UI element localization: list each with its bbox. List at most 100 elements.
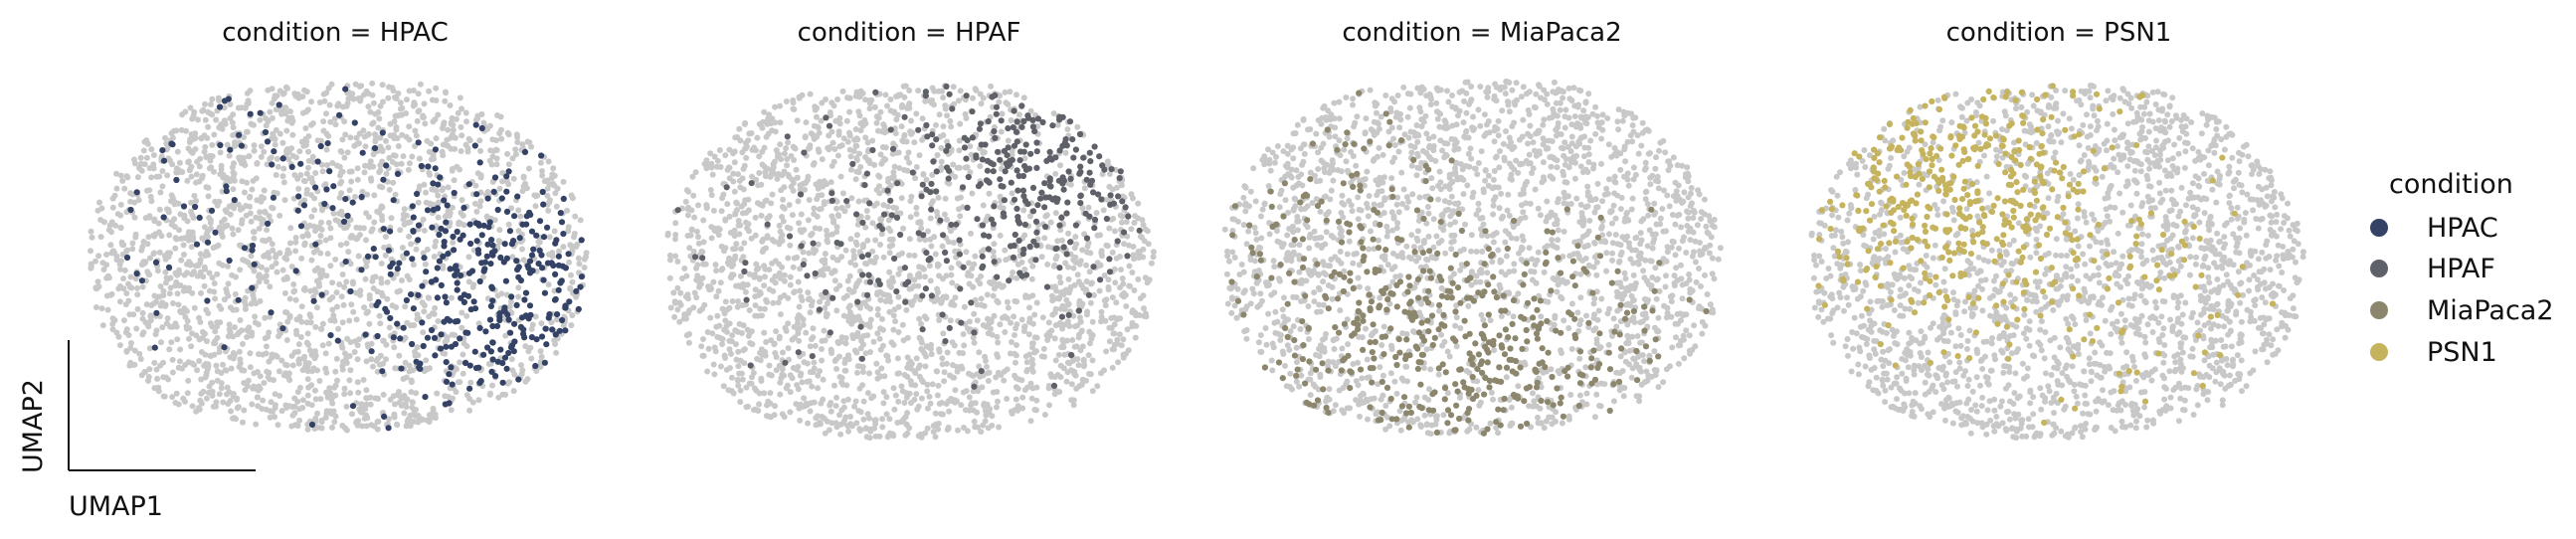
background-point (363, 423, 370, 430)
background-point (740, 186, 747, 193)
background-point (410, 102, 417, 109)
background-point (755, 291, 762, 298)
background-point (924, 425, 931, 432)
background-point (1062, 260, 1069, 267)
background-point (1075, 362, 1082, 369)
background-point (550, 165, 557, 172)
background-point (894, 370, 901, 377)
background-point (357, 232, 363, 239)
background-point (787, 273, 794, 280)
background-point (460, 370, 466, 377)
background-point (177, 308, 184, 314)
background-point (1142, 226, 1149, 233)
background-point (318, 207, 325, 214)
background-point (733, 199, 740, 206)
panel-title: condition = HPAC (222, 18, 449, 48)
highlight-point (959, 184, 967, 191)
background-point (326, 296, 333, 303)
background-point (317, 396, 324, 403)
background-point (797, 417, 804, 424)
background-point (140, 147, 147, 154)
background-point (804, 177, 811, 183)
background-point (160, 287, 167, 294)
background-point (405, 166, 412, 173)
background-point (895, 149, 902, 156)
background-point (359, 188, 366, 195)
background-point (923, 343, 930, 350)
background-point (377, 167, 384, 174)
highlight-point (221, 344, 228, 351)
highlight-point (829, 294, 836, 301)
background-point (176, 227, 182, 234)
background-point (88, 261, 94, 268)
background-point (828, 408, 834, 415)
background-point (172, 245, 179, 252)
background-point (455, 379, 461, 386)
background-point (822, 337, 828, 344)
background-point (279, 173, 286, 180)
background-point (134, 174, 141, 181)
background-point (771, 412, 778, 419)
background-point (363, 237, 369, 244)
background-point (291, 410, 298, 417)
background-point (412, 127, 419, 134)
background-point (1009, 339, 1014, 345)
highlight-point (444, 315, 451, 322)
background-point (311, 207, 318, 214)
background-point (366, 295, 373, 302)
background-point (165, 376, 172, 383)
background-point (184, 390, 191, 397)
background-point (404, 319, 411, 326)
highlight-point (990, 161, 997, 168)
background-point (89, 234, 95, 241)
highlight-point (419, 282, 426, 289)
background-point (407, 412, 414, 419)
background-point (744, 225, 751, 232)
background-point (223, 367, 230, 374)
highlight-point (500, 259, 507, 266)
background-point (840, 420, 846, 427)
background-point (879, 315, 885, 322)
background-point (127, 340, 134, 346)
background-point (813, 422, 820, 429)
highlight-point (810, 240, 817, 247)
background-point (936, 111, 943, 118)
background-point (664, 232, 671, 239)
background-point (154, 375, 161, 382)
background-point (386, 416, 392, 423)
background-point (1002, 247, 1009, 254)
background-point (943, 272, 950, 279)
background-point (934, 285, 941, 292)
background-point (371, 192, 378, 199)
highlight-point (784, 133, 791, 140)
background-point (991, 241, 998, 248)
highlight-point (436, 231, 443, 239)
background-point (776, 270, 783, 276)
background-point (833, 257, 840, 264)
background-point (1026, 304, 1032, 311)
background-point (270, 247, 276, 254)
background-point (119, 177, 126, 184)
background-point (847, 153, 854, 160)
background-point (465, 254, 472, 261)
highlight-point (387, 314, 394, 322)
background-point (571, 231, 578, 237)
background-point (708, 285, 714, 291)
background-point (1026, 315, 1033, 322)
background-point (147, 312, 154, 319)
background-point (104, 272, 111, 279)
background-point (1103, 348, 1110, 355)
background-point (218, 385, 225, 392)
highlight-point (573, 287, 580, 294)
background-point (233, 273, 239, 280)
background-point (832, 117, 839, 124)
panel-hpac: condition = HPAC (88, 18, 590, 434)
highlight-point (152, 259, 160, 266)
background-point (984, 291, 991, 298)
background-point (240, 340, 246, 347)
background-point (189, 403, 196, 410)
background-point (294, 389, 301, 396)
background-point (1010, 270, 1016, 275)
background-point (276, 130, 283, 137)
background-point (241, 189, 248, 196)
